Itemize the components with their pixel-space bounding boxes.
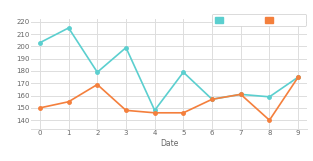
X-axis label: Date: Date	[160, 139, 178, 148]
X Sony	[95, 84, 99, 85]
X Sony	[268, 119, 271, 121]
X Sony	[124, 109, 128, 111]
X Toshiba	[210, 98, 214, 100]
X Sony	[182, 112, 185, 114]
X Sony	[38, 107, 42, 109]
X Sony	[210, 98, 214, 100]
Line: X Toshiba: X Toshiba	[38, 26, 300, 112]
Line: X Sony: X Sony	[38, 75, 300, 122]
X Toshiba	[95, 71, 99, 73]
X Toshiba	[268, 96, 271, 98]
X Sony	[153, 112, 156, 114]
X Toshiba	[296, 76, 300, 78]
X Sony	[239, 93, 243, 95]
Legend: X Toshiba, X Sony: X Toshiba, X Sony	[212, 14, 306, 26]
X Sony	[67, 101, 70, 103]
X Toshiba	[38, 42, 42, 44]
X Toshiba	[67, 27, 70, 29]
X Toshiba	[182, 71, 185, 73]
X Toshiba	[239, 93, 243, 95]
X Toshiba	[124, 47, 128, 49]
X Toshiba	[153, 109, 156, 111]
X Sony	[296, 76, 300, 78]
